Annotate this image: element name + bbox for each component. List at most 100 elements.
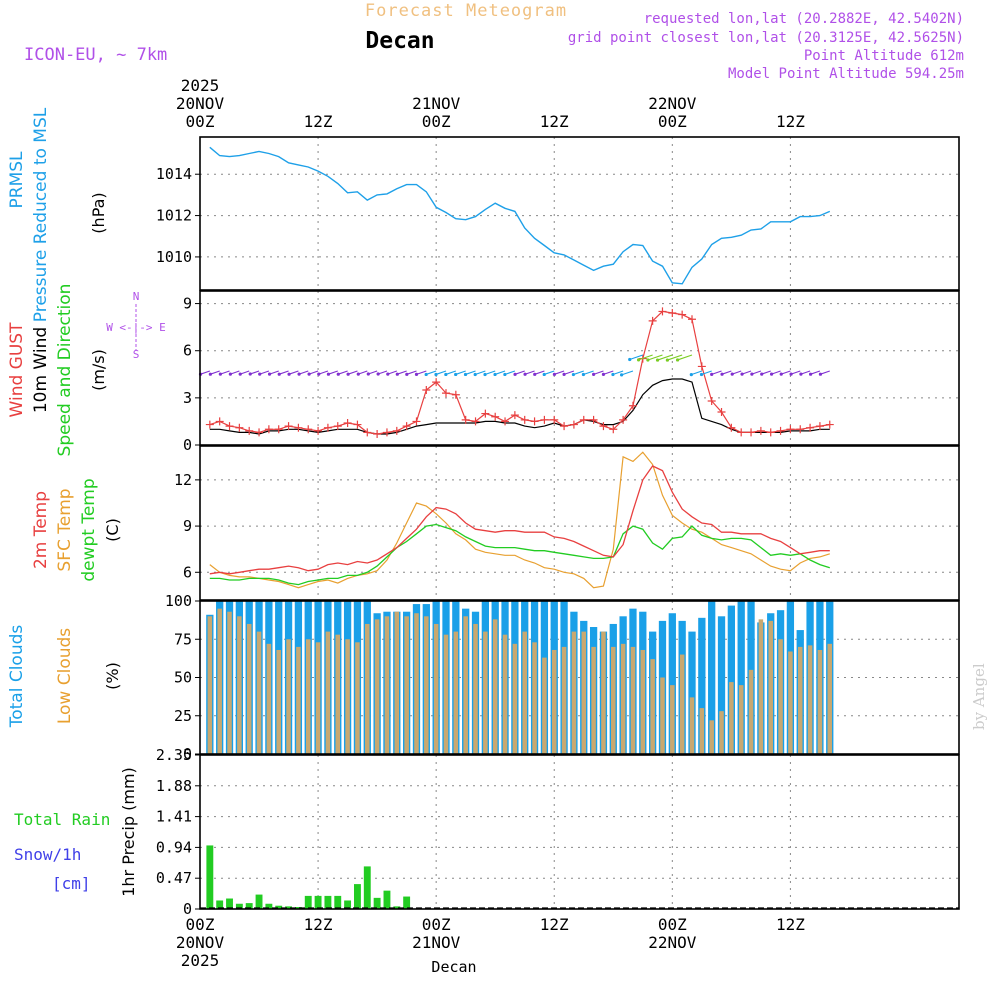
y-tick-label: 9 [183,295,192,313]
wind-gust-marker [707,397,716,405]
wind-arrow-head [493,372,497,377]
y-tick-label: 2.35 [156,746,192,764]
low-cloud-bar [689,697,695,754]
wind-gust-marker [225,422,234,431]
rain-bar [294,907,302,909]
wind-arrow-head [503,372,507,377]
wind-gust-marker [294,423,303,432]
wind-gust-marker [205,420,214,429]
low-cloud-bar [335,634,341,754]
wind-direction-arrow [338,370,348,375]
low-cloud-bar [256,631,262,754]
pressure-frame [199,136,960,291]
low-cloud-bar [315,642,321,754]
wind-gust-marker [323,423,332,432]
wind-arrow-head [297,372,301,376]
low-cloud-bar [561,646,567,754]
footer-location: Decan [431,958,476,976]
low-cloud-bar [384,616,390,754]
wind-arrow-head [789,372,793,376]
wind-direction-arrow [573,370,584,376]
top-time-label: 12Z [776,112,805,131]
bottom-year-label: 2025 [181,951,220,970]
wind-arrow-head [636,358,641,362]
y-tick-label: 12 [174,471,192,489]
wind-arrow-head [562,372,566,376]
rain-bar [344,900,352,909]
wind-arrow-head [434,372,438,377]
y-tick-label: 0 [183,436,192,454]
low-cloud-bar [699,708,705,754]
wind-gust-marker [796,425,805,434]
wind-gust-marker [569,420,578,429]
wind-arrow-head [366,372,370,376]
wind-arrow-head [238,372,242,376]
low-cloud-bar [620,643,626,754]
temp-dewpt-label: dewpt Temp [79,478,99,581]
wind-direction-arrow [667,354,683,361]
low-cloud-bar [237,616,242,754]
wind-direction-arrow [781,370,791,375]
wind-direction-arrow [455,370,466,375]
rain-bar [324,895,332,909]
requested-coords: requested lon,lat (20.2882E, 42.5402N) [644,11,964,27]
low-cloud-bar [532,642,537,754]
low-cloud-bar [522,631,527,754]
wind-gust-marker [688,315,696,324]
wind-gust-marker [550,415,559,424]
low-cloud-bar [571,631,577,754]
y-tick-label: 1014 [156,165,192,183]
top-date-label: 20NOV [176,94,225,113]
low-cloud-bar [433,623,439,754]
wind-arrow-head [248,372,252,376]
low-cloud-bar [788,651,793,754]
wind-direction-arrow [435,370,447,375]
low-cloud-bar [591,646,596,754]
low-cloud-bar [453,631,459,754]
wind-unit: (m/s) [89,349,108,391]
y-tick-label: 25 [174,707,192,725]
wind-direction-arrow [328,370,338,375]
low-cloud-bar [502,634,508,754]
top-time-label: 12Z [540,112,569,131]
y-tick-label: 0 [183,900,192,918]
wind-direction-arrow [593,370,604,375]
y-tick-label: 0.94 [156,838,192,856]
wind-arrow-head [571,372,576,377]
wind-direction-arrow [647,354,663,361]
top-time-label: 00Z [422,112,451,131]
wind-arrow-head [808,372,813,376]
wind-arrow-head [395,372,399,376]
wind-gust-marker [314,426,323,435]
wind-gust-marker [363,428,372,437]
wind-gust-marker [520,415,529,424]
wind-arrow-head [405,372,409,376]
point-altitude: Point Altitude 612m [804,48,964,64]
wind-gust-marker [215,417,224,426]
bottom-time-label: 12Z [304,915,333,934]
wind-gust-marker [451,390,460,399]
low-cloud-bar [365,623,370,754]
wind-gust-marker [560,422,569,431]
wind-gust-marker [756,426,765,435]
low-cloud-bar [443,634,449,754]
wind-gust-marker [382,428,391,437]
total-cloud-bar [737,601,745,754]
gridpoint-coords: grid point closest lon,lat (20.3125E, 42… [568,30,964,46]
wind-direction-arrow [318,370,329,375]
wind-gust-marker [766,428,775,437]
rain-bar [304,895,312,909]
wind-arrow-head [592,372,596,376]
wind-gust-marker [668,309,677,317]
wind-gust-marker [815,422,824,431]
wind-direction-arrow [603,370,614,375]
wind-direction-arrow [484,370,496,376]
wind-arrow-head [799,372,803,376]
wind-direction-arrow [445,370,457,375]
wind-arrow-head [628,357,632,362]
wind-direction-arrow [621,370,634,376]
wind-arrow-head [523,372,527,376]
wind-gust-marker [343,419,352,427]
wind-arrow-head [376,372,380,376]
low-cloud-bar [729,682,734,754]
